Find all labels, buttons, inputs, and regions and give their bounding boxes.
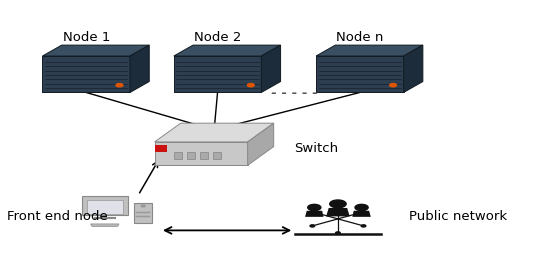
Circle shape (361, 225, 366, 227)
Polygon shape (261, 45, 280, 93)
Circle shape (248, 84, 254, 87)
FancyBboxPatch shape (134, 203, 152, 223)
Polygon shape (404, 45, 423, 93)
Polygon shape (213, 153, 221, 159)
Text: Front end node: Front end node (7, 210, 108, 222)
FancyBboxPatch shape (82, 196, 128, 215)
FancyBboxPatch shape (86, 200, 123, 214)
Polygon shape (316, 45, 423, 56)
Polygon shape (155, 123, 274, 142)
Polygon shape (316, 56, 404, 93)
Polygon shape (155, 142, 248, 165)
Polygon shape (42, 45, 149, 56)
Polygon shape (130, 45, 149, 93)
Circle shape (355, 204, 368, 211)
FancyBboxPatch shape (136, 216, 150, 218)
Polygon shape (326, 208, 350, 216)
Polygon shape (91, 224, 119, 226)
Circle shape (389, 84, 397, 87)
Circle shape (141, 205, 145, 207)
Polygon shape (155, 145, 167, 153)
Text: Node 2: Node 2 (194, 31, 241, 44)
Text: Switch: Switch (294, 142, 338, 155)
FancyBboxPatch shape (136, 212, 150, 213)
Text: Node n: Node n (336, 31, 383, 44)
Polygon shape (353, 211, 371, 217)
Circle shape (307, 204, 321, 211)
Circle shape (310, 225, 315, 227)
Circle shape (336, 232, 340, 234)
Polygon shape (305, 211, 323, 217)
Text: Node 1: Node 1 (63, 31, 110, 44)
Circle shape (310, 211, 315, 213)
Polygon shape (248, 123, 274, 165)
Polygon shape (174, 56, 261, 93)
Polygon shape (187, 153, 195, 159)
Polygon shape (42, 56, 130, 93)
Text: - - - - -: - - - - - (271, 87, 317, 100)
Circle shape (116, 84, 123, 87)
Circle shape (361, 211, 366, 213)
Polygon shape (174, 45, 280, 56)
Polygon shape (174, 153, 182, 159)
Circle shape (336, 204, 340, 206)
Text: Public network: Public network (409, 210, 507, 222)
Circle shape (329, 200, 346, 208)
Polygon shape (200, 153, 208, 159)
